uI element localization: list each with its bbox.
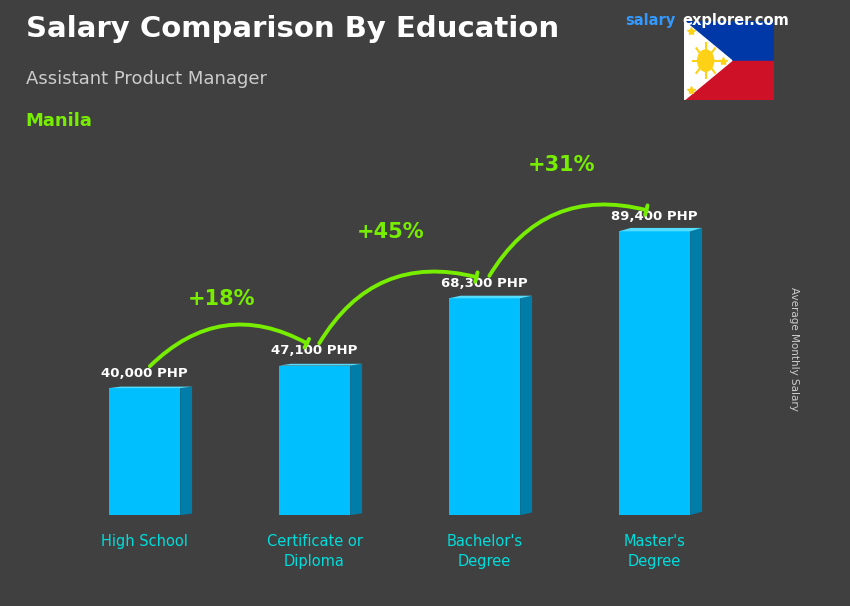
Bar bbox=[109, 388, 180, 515]
Text: +45%: +45% bbox=[357, 222, 425, 242]
Bar bbox=[684, 61, 774, 100]
Text: +18%: +18% bbox=[187, 289, 255, 309]
Text: Salary Comparison By Education: Salary Comparison By Education bbox=[26, 15, 558, 43]
Bar bbox=[684, 21, 774, 61]
Polygon shape bbox=[690, 228, 702, 515]
Y-axis label: Average Monthly Salary: Average Monthly Salary bbox=[789, 287, 799, 410]
Bar bbox=[619, 231, 690, 515]
Text: explorer.com: explorer.com bbox=[683, 13, 790, 28]
Text: Assistant Product Manager: Assistant Product Manager bbox=[26, 70, 267, 88]
Text: 68,300 PHP: 68,300 PHP bbox=[441, 277, 528, 290]
Polygon shape bbox=[449, 296, 532, 298]
Polygon shape bbox=[180, 387, 192, 515]
Text: 89,400 PHP: 89,400 PHP bbox=[611, 210, 698, 223]
Text: 47,100 PHP: 47,100 PHP bbox=[271, 344, 358, 358]
Polygon shape bbox=[350, 364, 362, 515]
Text: +31%: +31% bbox=[527, 155, 595, 175]
Circle shape bbox=[698, 50, 714, 72]
Polygon shape bbox=[619, 228, 702, 231]
Polygon shape bbox=[109, 387, 192, 388]
Bar bbox=[279, 365, 350, 515]
Text: salary: salary bbox=[625, 13, 675, 28]
Text: Manila: Manila bbox=[26, 112, 93, 130]
Polygon shape bbox=[520, 296, 532, 515]
Bar bbox=[449, 298, 520, 515]
Text: 40,000 PHP: 40,000 PHP bbox=[101, 367, 188, 380]
Polygon shape bbox=[684, 21, 732, 100]
Polygon shape bbox=[279, 364, 362, 365]
